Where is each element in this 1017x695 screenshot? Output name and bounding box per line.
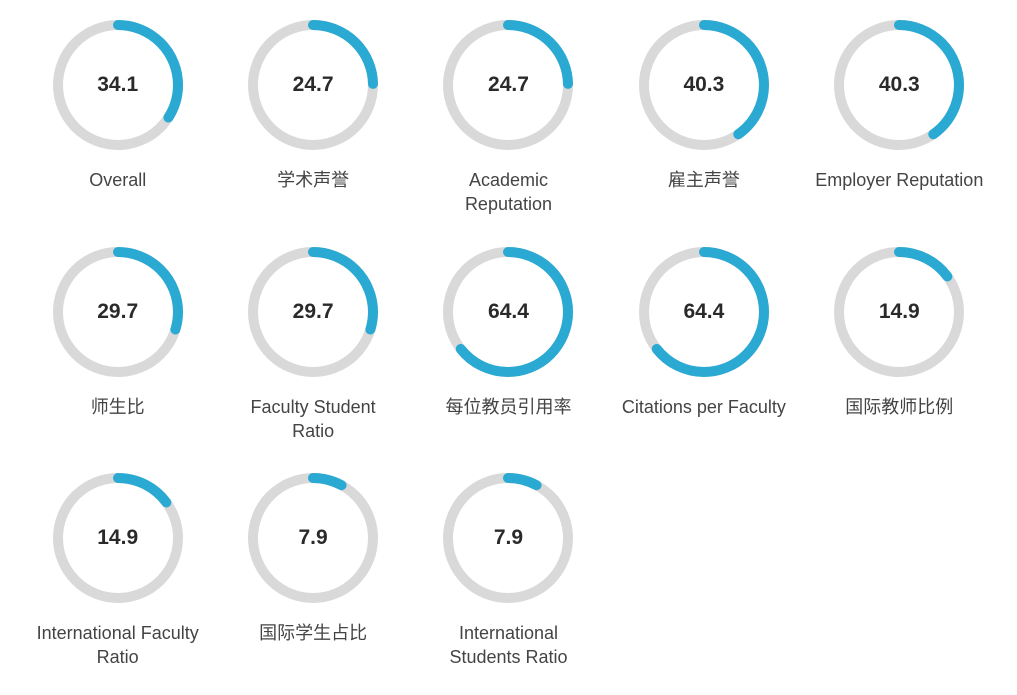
metric-label: Overall [89, 168, 146, 192]
metric-item: 40.3 雇主声誉 [616, 20, 791, 217]
donut-chart: 64.4 [443, 247, 573, 377]
metric-label: Employer Reputation [815, 168, 983, 192]
metric-label: 学术声誉 [277, 168, 349, 192]
donut-chart: 14.9 [834, 247, 964, 377]
metric-item: 29.7 Faculty Student Ratio [225, 247, 400, 444]
metric-label: International Students Ratio [423, 621, 593, 670]
metric-label: 雇主声誉 [668, 168, 740, 192]
metric-value: 64.4 [683, 300, 724, 324]
metric-value: 24.7 [293, 73, 334, 97]
donut-chart: 40.3 [834, 20, 964, 150]
donut-chart: 34.1 [53, 20, 183, 150]
metric-value: 40.3 [683, 73, 724, 97]
donut-chart: 24.7 [248, 20, 378, 150]
metric-value: 7.9 [298, 526, 327, 550]
metric-label: Faculty Student Ratio [228, 395, 398, 444]
metric-value: 14.9 [97, 526, 138, 550]
donut-chart: 29.7 [248, 247, 378, 377]
metric-value: 40.3 [879, 73, 920, 97]
metric-item: 40.3 Employer Reputation [812, 20, 987, 217]
metric-item: 24.7 学术声誉 [225, 20, 400, 217]
metric-item: 7.9 国际学生占比 [225, 473, 400, 670]
metric-value: 24.7 [488, 73, 529, 97]
donut-chart: 7.9 [248, 473, 378, 603]
metric-item: 64.4 每位教员引用率 [421, 247, 596, 444]
metric-value: 7.9 [494, 526, 523, 550]
metric-value: 14.9 [879, 300, 920, 324]
donut-chart: 29.7 [53, 247, 183, 377]
donut-chart: 64.4 [639, 247, 769, 377]
metric-value: 29.7 [293, 300, 334, 324]
metric-label: International Faculty Ratio [33, 621, 203, 670]
metric-value: 64.4 [488, 300, 529, 324]
metric-item: 34.1 Overall [30, 20, 205, 217]
donut-chart: 7.9 [443, 473, 573, 603]
metric-item: 29.7 师生比 [30, 247, 205, 444]
donut-chart: 24.7 [443, 20, 573, 150]
donut-chart: 40.3 [639, 20, 769, 150]
metric-item: 14.9 International Faculty Ratio [30, 473, 205, 670]
metric-label: 每位教员引用率 [445, 395, 571, 419]
donut-chart: 14.9 [53, 473, 183, 603]
metric-item: 14.9 国际教师比例 [812, 247, 987, 444]
metric-label: 国际教师比例 [845, 395, 953, 419]
metric-item: 7.9 International Students Ratio [421, 473, 596, 670]
metric-label: Academic Reputation [423, 168, 593, 217]
metric-value: 34.1 [97, 73, 138, 97]
metric-item: 24.7 Academic Reputation [421, 20, 596, 217]
metric-value: 29.7 [97, 300, 138, 324]
metric-label: 国际学生占比 [259, 621, 367, 645]
metric-label: Citations per Faculty [622, 395, 786, 419]
metric-item: 64.4 Citations per Faculty [616, 247, 791, 444]
metrics-grid: 34.1 Overall 24.7 学术声誉 24.7 Academic Reputati… [30, 20, 987, 670]
metric-label: 师生比 [91, 395, 145, 419]
